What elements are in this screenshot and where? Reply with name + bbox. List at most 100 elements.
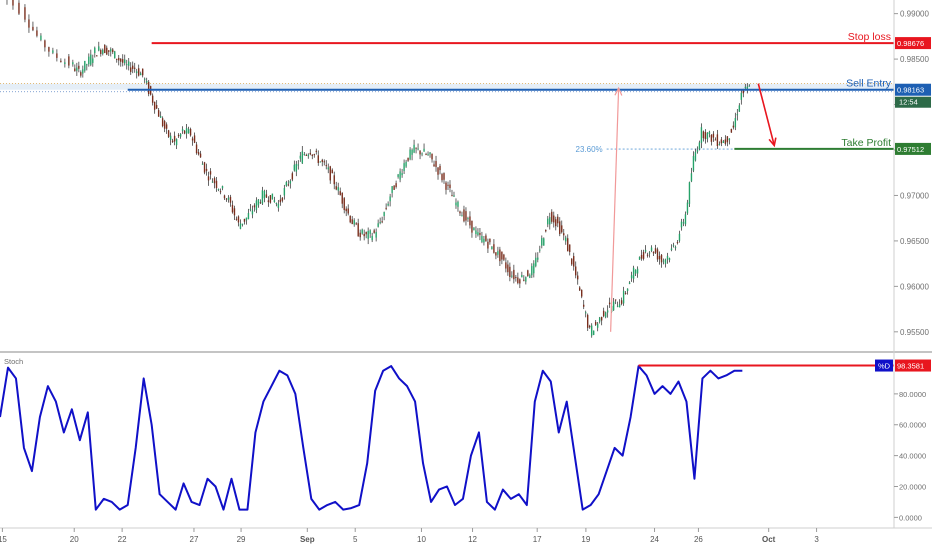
candle-body [549,217,551,225]
candle-body [315,150,317,152]
candle-body [72,62,74,65]
candle-body [401,173,403,176]
sell-entry-price-tag-text: 0.98163 [897,86,924,95]
candle-body [445,182,447,190]
candle-body [291,173,294,180]
candle-body [333,175,335,185]
candle-body [638,256,641,260]
candle-body [726,136,729,143]
candle-body [108,50,110,52]
candle-body [76,67,78,71]
take-profit-price-tag-text: 0.97512 [897,145,924,154]
candle-body [561,225,563,233]
candle-body [499,249,501,262]
candle-body [668,258,671,261]
candle-body [175,139,178,146]
candle-body [497,251,499,255]
candle-body [688,182,691,204]
candle-body [592,330,595,335]
candle-body [511,275,513,277]
candle-body [327,167,329,170]
candle-body [577,275,579,280]
candle-body [614,299,617,301]
time-tick-label: 12 [468,535,477,544]
candle-body [537,257,539,260]
candle-body [588,325,591,328]
candle-body [501,251,503,260]
candle-body [573,256,575,267]
candle-body [277,203,280,208]
candle-body [78,65,80,69]
candle-body [145,81,148,83]
price-plot-area [0,0,894,350]
candle-body [419,150,421,155]
candle-body [313,154,315,156]
candle-body [295,163,298,172]
candle-body [612,301,615,311]
candle-body [535,257,537,266]
osc-tick-label: 80.0000 [899,390,926,399]
candle-body [269,195,272,203]
candle-body [159,116,162,118]
candle-body [275,203,278,205]
candle-body [471,220,473,233]
candle-body [473,227,475,231]
candle-body [630,275,633,279]
candle-body [600,316,603,321]
candle-body [543,238,545,246]
candle-body [173,135,176,142]
candle-body [529,275,531,278]
candle-body [674,247,677,249]
candle-body [465,211,467,221]
candle-body [245,217,248,221]
candle-body [24,7,26,20]
stop-loss-price-tag-text: 0.98676 [897,39,924,48]
candle-body [203,162,206,173]
candle-body [110,49,112,52]
candle-body [553,215,555,223]
candle-body [640,254,643,259]
sell-entry-price-tag [895,83,931,96]
candle-body [120,58,122,62]
candle-body [505,262,507,269]
candle-body [147,81,150,94]
candle-body [209,171,212,175]
candle-body [317,155,319,163]
candle-body [598,317,601,322]
candle-body [541,238,543,246]
candle-body [563,233,565,236]
candle-body [387,203,389,206]
candle-body [716,134,719,147]
candle-body [545,229,547,232]
candle-body [289,180,292,184]
candle-body [343,198,345,210]
candle-body [143,78,146,80]
candle-body [698,142,701,150]
time-tick-label: 20 [70,535,79,544]
candle-body [337,187,339,191]
candle-body [704,132,707,140]
candle-body [596,323,599,328]
candle-body [628,282,631,285]
candle-body [590,325,593,336]
candle-body [239,223,242,229]
stochastic-panel[interactable]: Stoch %D [0,355,894,528]
candle-body [169,135,172,140]
candle-body [64,62,66,65]
candle-body [736,114,739,116]
candle-body [571,258,573,265]
candle-body [124,59,126,64]
candle-body [116,58,118,60]
price-panel[interactable]: 23.60% Stop loss Sell Entry Take Profit [0,0,894,350]
candle-body [261,190,264,204]
candle-body [606,310,609,313]
candle-body [132,65,134,69]
candle-body [371,236,373,241]
candle-body [409,149,411,160]
candle-body [662,260,665,262]
candle-body [427,154,429,156]
candle-body [670,248,673,251]
candle-body [287,184,290,186]
time-tick-label: 26 [694,535,703,544]
candle-body [52,50,54,53]
